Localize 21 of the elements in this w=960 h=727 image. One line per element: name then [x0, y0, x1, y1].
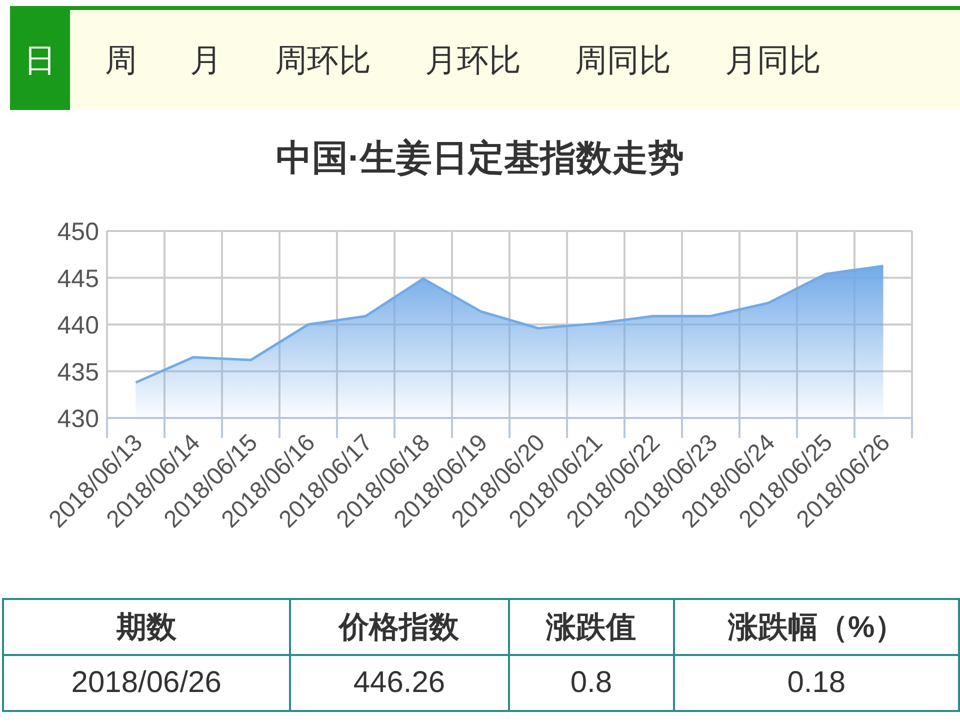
- text: 周: [105, 41, 137, 80]
- y-tick-label: 440: [57, 312, 99, 340]
- text: 涨跌幅（%）: [674, 599, 959, 655]
- text: 月: [190, 41, 222, 80]
- text: 0.8: [508, 655, 674, 711]
- text: 2018/06/26: [3, 655, 290, 711]
- text: 价格指数: [290, 599, 509, 655]
- text: 期数: [3, 599, 290, 655]
- text: 0.18: [674, 655, 959, 711]
- text: 月同比: [725, 41, 821, 80]
- chart-title: 中国·生姜日定基指数走势: [276, 137, 684, 178]
- text: 涨跌值: [508, 599, 674, 655]
- text: 446.26: [290, 655, 509, 711]
- text: 日: [10, 10, 70, 110]
- text: 周同比: [575, 41, 671, 80]
- y-tick-label: 445: [57, 264, 99, 293]
- y-tick-label: 450: [57, 218, 99, 246]
- y-tick-label: 430: [57, 405, 99, 433]
- y-tick-label: 435: [57, 358, 99, 386]
- text: 月环比: [425, 41, 521, 80]
- text: 周环比: [275, 41, 371, 80]
